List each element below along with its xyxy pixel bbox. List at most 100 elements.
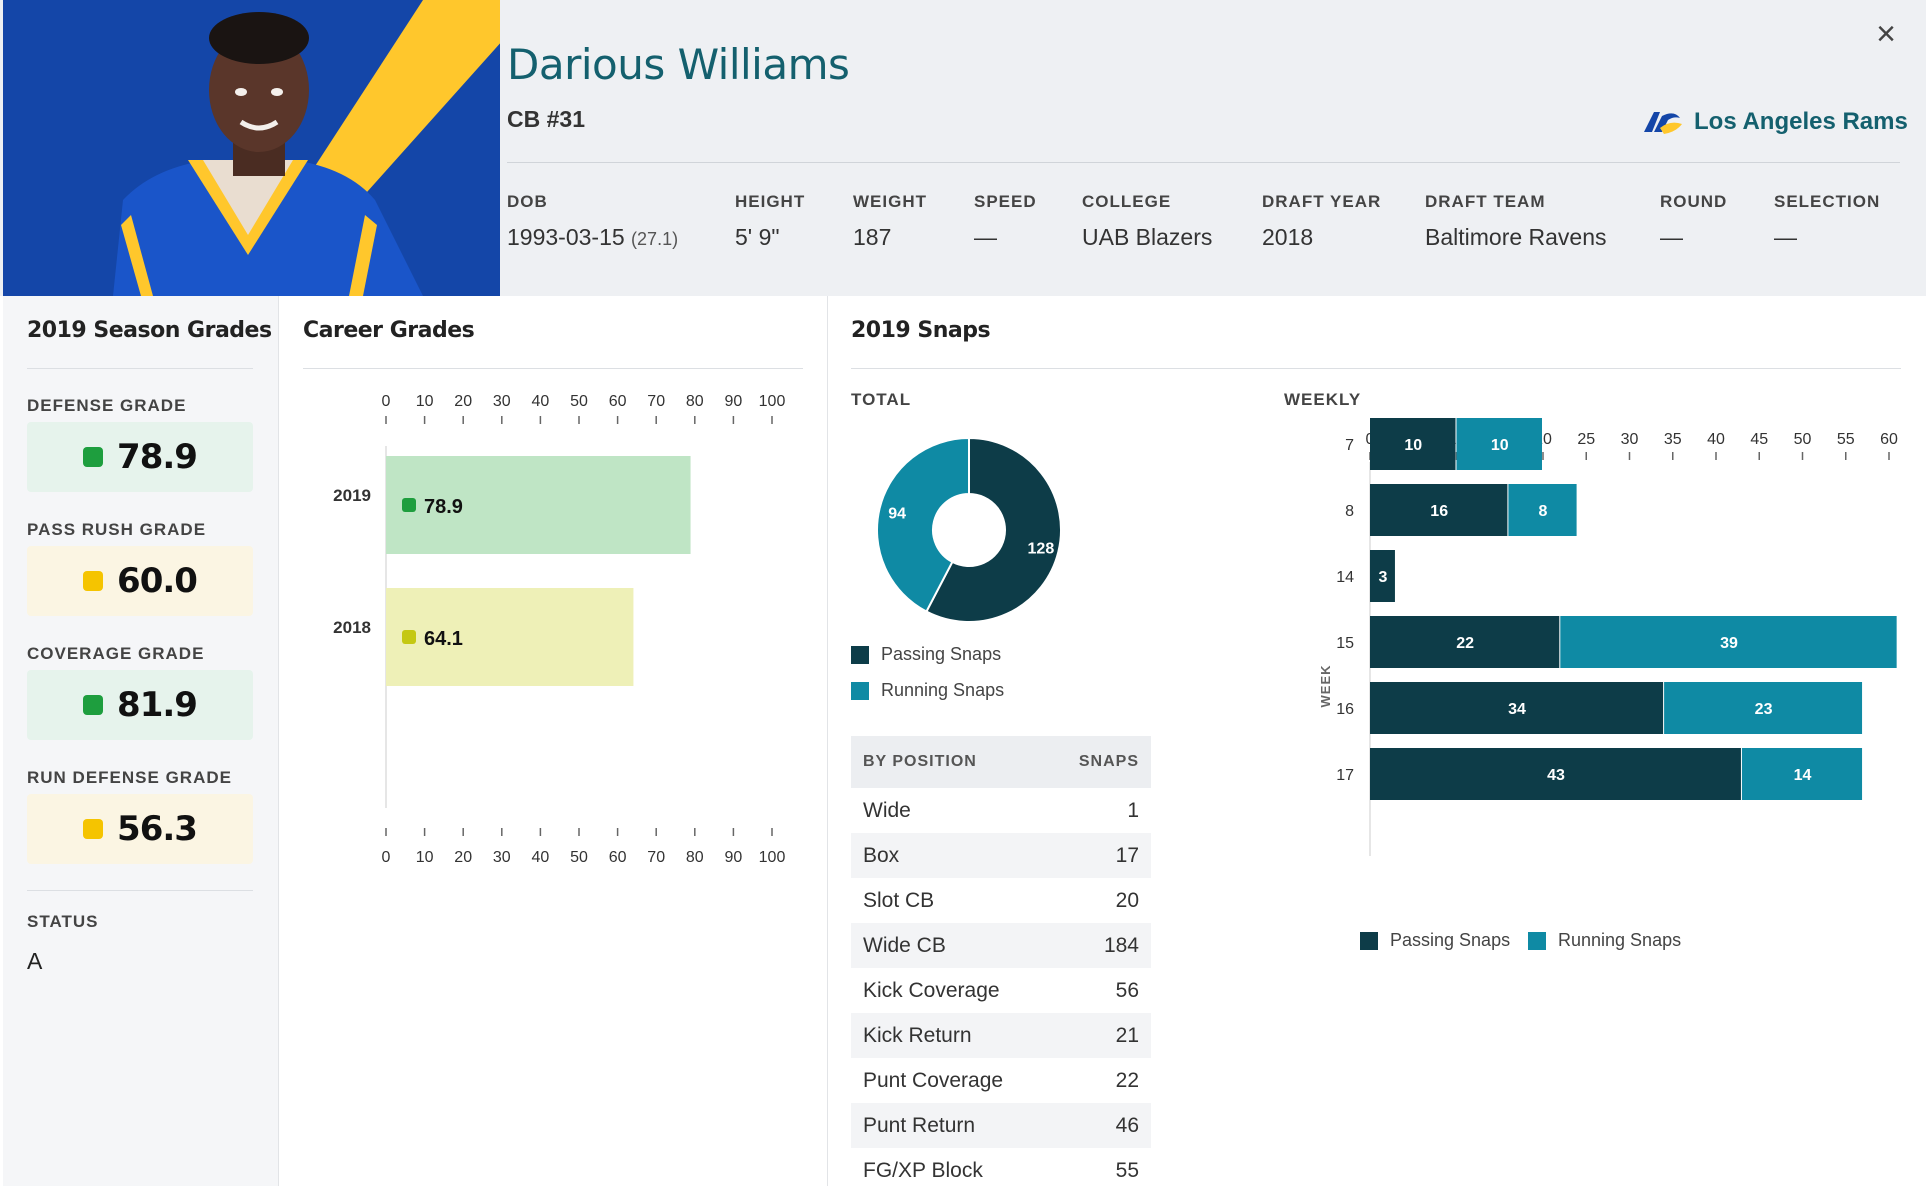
player-position: CB #31 bbox=[507, 106, 585, 132]
weekly-snap-bar[interactable] bbox=[1370, 550, 1395, 602]
weekly-snap-bar[interactable] bbox=[1560, 616, 1897, 668]
table-row: Kick Return 21 bbox=[851, 1013, 1151, 1058]
weekly-legend-passing: Passing Snaps bbox=[1360, 930, 1510, 951]
status-value: A bbox=[27, 948, 43, 974]
career-top-tick-label: 0 bbox=[382, 393, 391, 410]
weekly-snap-bar[interactable] bbox=[1508, 484, 1577, 536]
weekly-snap-bar[interactable] bbox=[1370, 748, 1741, 800]
career-top-tick-label: 30 bbox=[493, 393, 511, 410]
weekly-snap-value: 14 bbox=[1794, 767, 1812, 784]
weekly-snap-bar[interactable] bbox=[1370, 616, 1560, 668]
career-bottom-tick-label: 80 bbox=[686, 849, 704, 866]
career-top-tick-label: 70 bbox=[647, 393, 665, 410]
coverage-grade-box: 81.9 bbox=[27, 670, 253, 740]
career-grade-bar[interactable] bbox=[386, 456, 691, 554]
weekly-label: WEEKLY bbox=[1284, 390, 1362, 409]
legend-label: Running Snaps bbox=[881, 680, 1005, 700]
weekly-snap-bar[interactable] bbox=[1456, 418, 1543, 470]
position-name: Box bbox=[863, 843, 900, 867]
table-row: Slot CB 20 bbox=[851, 878, 1151, 923]
career-top-tick-label: 90 bbox=[725, 393, 743, 410]
career-grade-value: 64.1 bbox=[424, 628, 463, 650]
pass-rush-grade-box: 60.0 bbox=[27, 546, 253, 616]
meta-value: — bbox=[974, 224, 997, 250]
meta-value: Baltimore Ravens bbox=[1425, 224, 1607, 250]
pass-rush-grade-label: PASS RUSH GRADE bbox=[27, 520, 207, 539]
weekly-top-tick-label: 45 bbox=[1750, 431, 1768, 448]
career-grade-value: 78.9 bbox=[424, 496, 463, 518]
donut-slice[interactable] bbox=[925, 436, 1062, 623]
donut-slice[interactable] bbox=[876, 436, 970, 613]
position-snaps: 22 bbox=[1115, 1068, 1139, 1092]
position-snaps: 21 bbox=[1115, 1023, 1139, 1047]
career-bottom-tick-label: 90 bbox=[725, 849, 743, 866]
weekly-snap-bar[interactable] bbox=[1370, 418, 1456, 470]
coverage-grade-label: COVERAGE GRADE bbox=[27, 644, 205, 663]
meta-draft-team: DRAFT TEAM Baltimore Ravens bbox=[1425, 192, 1607, 251]
run-defense-grade-value: 56.3 bbox=[117, 809, 198, 849]
legend-label: Passing Snaps bbox=[1390, 930, 1511, 950]
career-top-tick-label: 80 bbox=[686, 393, 704, 410]
meta-label: SPEED bbox=[974, 192, 1037, 211]
legend-swatch bbox=[1360, 931, 1378, 950]
career-grade-dot bbox=[402, 498, 416, 512]
position-snaps: 56 bbox=[1115, 978, 1139, 1002]
weekly-snap-bar[interactable] bbox=[1370, 682, 1664, 734]
legend-swatch bbox=[851, 681, 869, 700]
run-defense-grade-box: 56.3 bbox=[27, 794, 253, 864]
table-row: Punt Coverage 22 bbox=[851, 1058, 1151, 1103]
career-bottom-tick-label: 30 bbox=[493, 849, 511, 866]
position-snaps: 46 bbox=[1115, 1113, 1139, 1137]
week-label: 14 bbox=[1336, 569, 1354, 586]
defense-grade-box: 78.9 bbox=[27, 422, 253, 492]
donut-slice-label: 94 bbox=[888, 505, 906, 522]
weekly-snaps-chart: 0055101015152020252530303535404045455050… bbox=[1318, 418, 1898, 856]
meta-label: HEIGHT bbox=[735, 192, 806, 211]
career-bottom-tick-label: 70 bbox=[647, 849, 665, 866]
weekly-top-tick-label: 35 bbox=[1664, 431, 1682, 448]
divider bbox=[27, 890, 253, 891]
weekly-snap-value: 3 bbox=[1379, 569, 1388, 586]
weekly-snap-bar[interactable] bbox=[1664, 682, 1863, 734]
legend-passing: Passing Snaps bbox=[851, 644, 1001, 665]
weekly-snap-value: 23 bbox=[1755, 701, 1773, 718]
weekly-top-tick-label: 50 bbox=[1794, 431, 1812, 448]
table-row: Kick Coverage 56 bbox=[851, 968, 1151, 1013]
weekly-top-tick-label: 55 bbox=[1837, 431, 1855, 448]
weekly-snap-bar[interactable] bbox=[1741, 748, 1863, 800]
team-link[interactable]: Los Angeles Rams bbox=[1640, 100, 1908, 144]
position-name: Wide bbox=[863, 798, 911, 822]
weekly-snap-value: 10 bbox=[1404, 437, 1422, 454]
meta-round: ROUND — bbox=[1660, 192, 1727, 251]
status-label: STATUS bbox=[27, 912, 99, 931]
close-button[interactable]: × bbox=[1876, 15, 1896, 53]
weekly-snap-value: 8 bbox=[1539, 503, 1548, 520]
weekly-snap-bar[interactable] bbox=[1370, 484, 1508, 536]
position-name: FG/XP Block bbox=[863, 1158, 983, 1182]
col-header-position: BY POSITION bbox=[863, 753, 977, 770]
career-grades-panel: Career Grades 0 0 10 10 20 20 30 30 40 40 50 50 60 60… bbox=[279, 296, 828, 1186]
meta-label: DRAFT TEAM bbox=[1425, 192, 1546, 211]
career-top-tick-label: 60 bbox=[609, 393, 627, 410]
career-top-tick-label: 50 bbox=[570, 393, 588, 410]
career-top-tick-label: 10 bbox=[416, 393, 434, 410]
team-name: Los Angeles Rams bbox=[1694, 108, 1908, 135]
career-grade-bar[interactable] bbox=[386, 588, 634, 686]
defense-grade-value: 78.9 bbox=[117, 437, 198, 477]
week-label: 16 bbox=[1336, 701, 1354, 718]
grade-dot bbox=[83, 571, 104, 591]
position-snaps: 17 bbox=[1115, 843, 1139, 867]
meta-height: HEIGHT 5' 9" bbox=[735, 192, 805, 251]
meta-label: DOB bbox=[507, 192, 548, 211]
meta-dob: DOB 1993-03-15 (27.1) bbox=[507, 192, 678, 251]
career-bottom-tick-label: 100 bbox=[759, 849, 786, 866]
week-label: 8 bbox=[1345, 503, 1354, 520]
table-row: Box 17 bbox=[851, 833, 1151, 878]
meta-label: WEIGHT bbox=[853, 192, 927, 211]
meta-label: DRAFT YEAR bbox=[1262, 192, 1382, 211]
table-row: Punt Return 46 bbox=[851, 1103, 1151, 1148]
meta-value: 187 bbox=[853, 224, 892, 250]
table-row: Wide 1 bbox=[851, 788, 1151, 833]
career-bottom-tick-label: 60 bbox=[609, 849, 627, 866]
position-snaps-table: BY POSITION SNAPS Wide 1 Box 17 Slot CB 20 Wid… bbox=[851, 736, 1151, 1193]
